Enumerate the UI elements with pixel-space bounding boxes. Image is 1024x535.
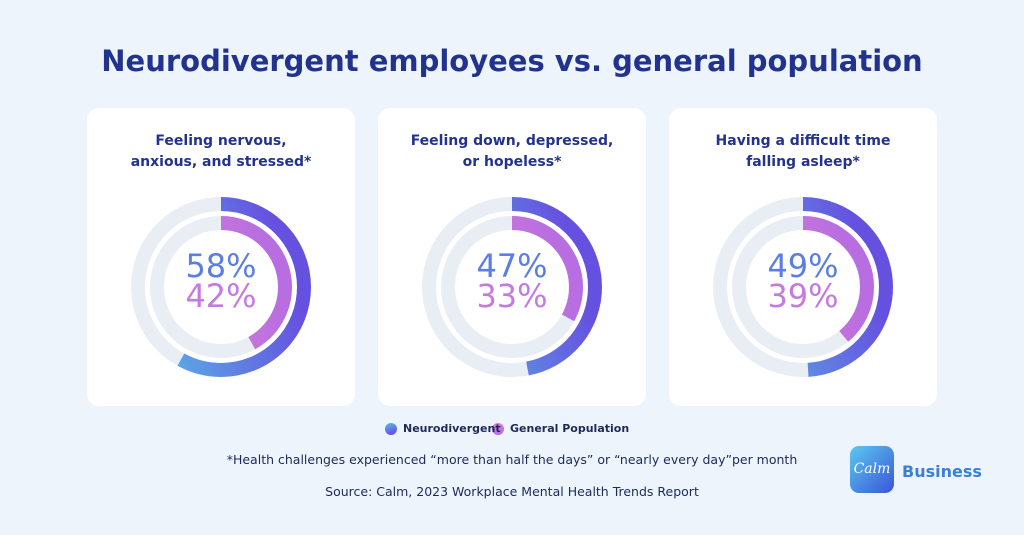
card-title: Feeling down, depressed, or hopeless* bbox=[410, 133, 614, 170]
value-label: 42% bbox=[185, 277, 257, 315]
card-title: Feeling nervous, anxious, and stressed* bbox=[130, 133, 312, 170]
footnote: *Health challenges experienced “more tha… bbox=[226, 452, 798, 467]
legend-swatch bbox=[385, 423, 397, 435]
value-label: 33% bbox=[476, 277, 548, 315]
legend-swatch bbox=[492, 423, 504, 435]
page-title: Neurodivergent employees vs. general pop… bbox=[101, 44, 923, 78]
value-label: 58% bbox=[185, 247, 257, 285]
value-label: 47% bbox=[476, 247, 548, 285]
card-title: Having a difficult time falling asleep* bbox=[715, 133, 891, 170]
ring-arc bbox=[131, 197, 311, 377]
ring-arc bbox=[150, 216, 292, 358]
value-label: 49% bbox=[767, 247, 839, 285]
ring-arc bbox=[422, 197, 602, 377]
value-label: 39% bbox=[767, 277, 839, 315]
source: Source: Calm, 2023 Workplace Mental Heal… bbox=[325, 484, 699, 499]
logo-mark: Calm bbox=[850, 446, 894, 493]
logo-text: Business bbox=[902, 462, 982, 481]
legend-label: General Population bbox=[510, 422, 630, 435]
ring-arc bbox=[441, 216, 583, 358]
ring-arc bbox=[713, 197, 893, 377]
legend-label: Neurodivergent bbox=[403, 422, 501, 435]
ring-arc bbox=[732, 216, 874, 358]
